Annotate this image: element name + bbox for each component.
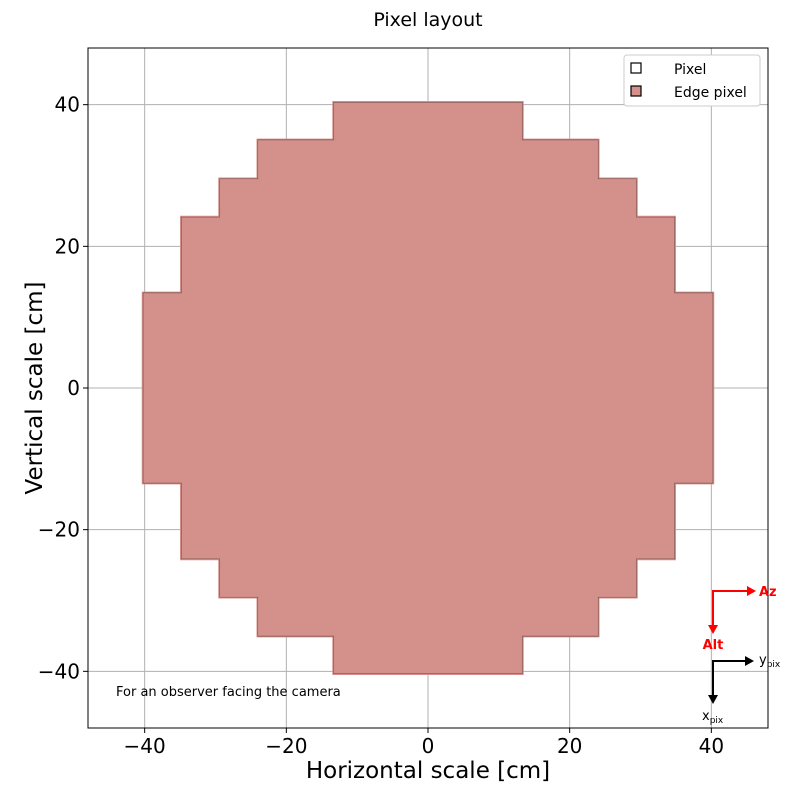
xpix-label: xpix xyxy=(702,709,724,726)
legend-label-edge-pixel: Edge pixel xyxy=(674,85,747,101)
edge-pixels xyxy=(141,101,715,675)
x-axis-label: Horizontal scale [cm] xyxy=(306,758,550,784)
y-tick-label: 40 xyxy=(55,93,80,117)
edge-band xyxy=(141,101,715,675)
az-label: Az xyxy=(759,585,777,600)
x-tick-label: 40 xyxy=(699,734,724,758)
x-tick-label: −40 xyxy=(124,734,166,758)
sky-orientation-arrows: Az Alt xyxy=(703,585,777,653)
legend-label-pixel: Pixel xyxy=(674,62,706,78)
y-tick-label: −20 xyxy=(38,518,80,542)
az-arrow-head xyxy=(747,586,756,596)
legend-marker-edge-pixel xyxy=(630,85,642,97)
x-tick-label: 0 xyxy=(422,734,435,758)
observer-annotation: For an observer facing the camera xyxy=(116,685,341,700)
xpix-sub: pix xyxy=(710,716,724,726)
legend-box xyxy=(623,54,761,107)
pixel-orientation-arrows: ypix xpix xyxy=(702,653,781,726)
alt-arrow-head xyxy=(708,625,718,634)
edge-band-overlay xyxy=(143,102,713,674)
y-tick-label: 0 xyxy=(67,376,80,400)
ypix-main: y xyxy=(759,653,767,668)
ypix-arrow-head xyxy=(745,656,754,666)
alt-label: Alt xyxy=(703,638,724,653)
ypix-label: ypix xyxy=(759,653,781,670)
xpix-main: x xyxy=(702,709,710,724)
y-tick-label: −40 xyxy=(38,659,80,683)
legend-marker-pixel xyxy=(630,62,642,74)
axis-ticks: −40 −20 0 20 40 −40 −20 0 20 40 xyxy=(38,93,724,758)
legend: Pixel Edge pixel xyxy=(623,54,761,107)
ypix-sub: pix xyxy=(767,660,781,670)
x-tick-label: 20 xyxy=(557,734,582,758)
y-axis-label: Vertical scale [cm] xyxy=(22,282,48,495)
xpix-arrow-head xyxy=(708,695,718,704)
chart-title: Pixel layout xyxy=(373,9,482,31)
x-tick-label: −20 xyxy=(265,734,307,758)
y-tick-label: 20 xyxy=(55,234,80,258)
